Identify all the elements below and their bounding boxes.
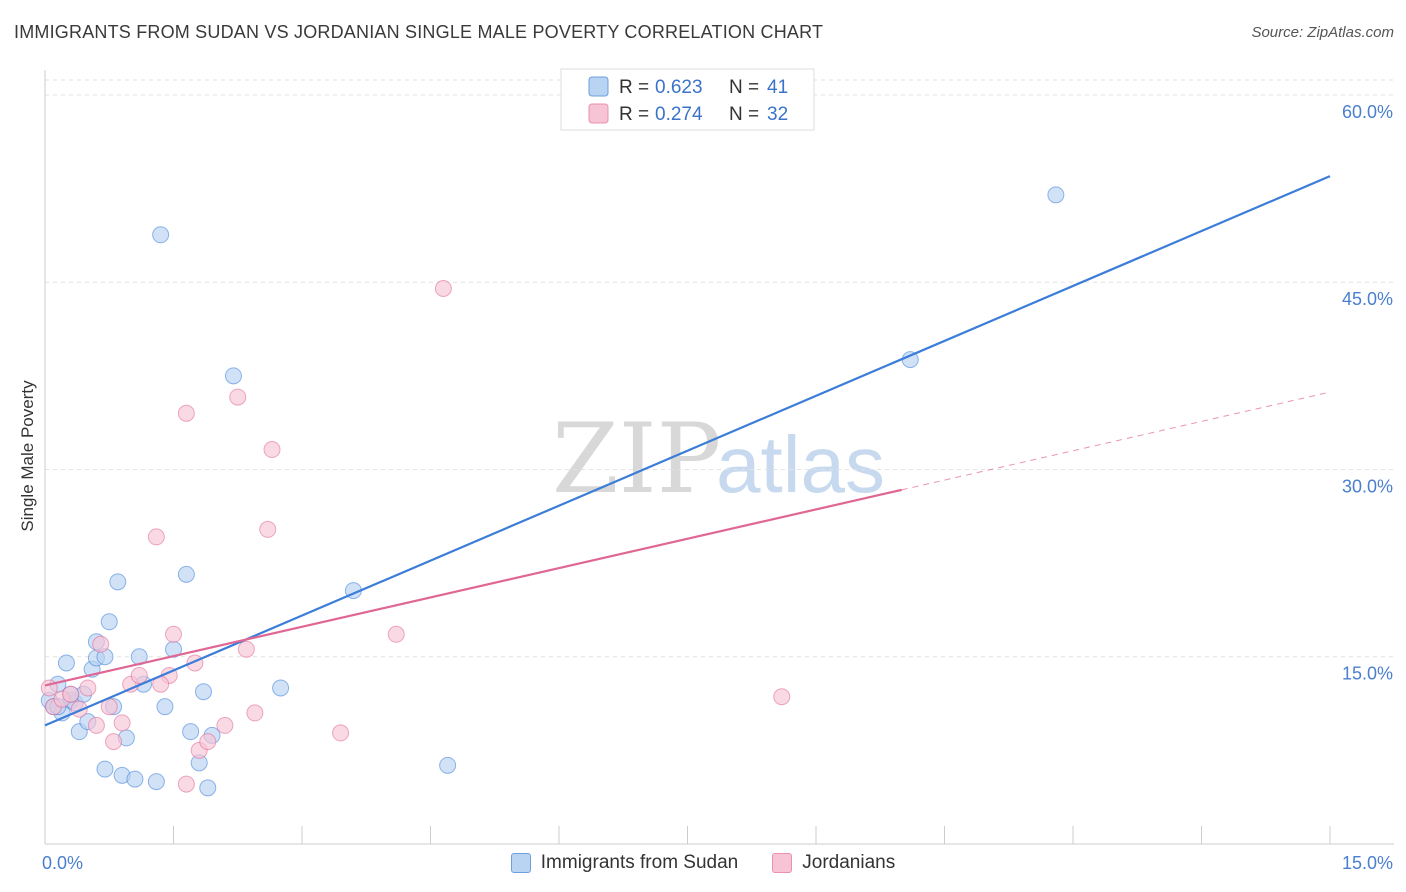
legend-swatch-jordanians-bottom	[772, 853, 793, 873]
axes	[44, 70, 1394, 845]
trend-line-jordanians-extension	[901, 391, 1331, 491]
point-sudan	[147, 773, 165, 791]
chart-title: IMMIGRANTS FROM SUDAN VS JORDANIAN SINGL…	[14, 22, 824, 42]
point-sudan	[439, 756, 457, 774]
point-sudan	[224, 367, 242, 385]
point-sudan	[1047, 186, 1065, 204]
trend-line-sudan	[44, 175, 1331, 727]
legend-swatch-jordanians	[588, 103, 609, 124]
legend-n-value-jordanians: 32	[767, 104, 788, 125]
point-jordanians	[147, 528, 165, 546]
point-jordanians	[773, 688, 791, 706]
point-jordanians	[229, 388, 247, 406]
point-sudan	[126, 770, 144, 788]
legend-n-label-sudan: N =	[729, 77, 759, 98]
series-jordanians-points	[40, 279, 791, 793]
x-tick-label-min: 0.0%	[42, 853, 83, 873]
legend-swatch-sudan	[588, 76, 609, 97]
y-tick-label: 60.0%	[1342, 102, 1393, 122]
legend-item-sudan[interactable]: Immigrants from Sudan	[510, 852, 739, 874]
point-jordanians	[130, 666, 148, 684]
point-jordanians	[246, 704, 264, 722]
legend-label-jordanians: Jordanians	[802, 852, 896, 873]
point-jordanians	[105, 733, 123, 751]
y-tick-label: 30.0%	[1342, 476, 1393, 496]
legend-r-label-sudan: R =	[619, 77, 649, 98]
legend-r-value-jordanians: 0.274	[655, 104, 703, 125]
stats-legend: R = 0.623 N = 41 R = 0.274 N = 32	[560, 68, 815, 131]
gridlines	[45, 79, 1394, 658]
legend-n-value-sudan: 41	[767, 77, 788, 98]
point-sudan	[182, 723, 200, 741]
x-tick-label-max: 15.0%	[1342, 853, 1393, 873]
point-jordanians	[434, 279, 452, 297]
tick-labels: 0.0% 15.0% 15.0% 30.0% 45.0% 60.0%	[42, 102, 1393, 873]
legend-n-label-jordanians: N =	[729, 104, 759, 125]
point-jordanians	[165, 625, 182, 643]
series-legend: Immigrants from Sudan Jordanians	[0, 852, 1406, 874]
point-jordanians	[113, 714, 131, 732]
point-jordanians	[259, 520, 277, 538]
point-sudan	[109, 573, 127, 591]
point-sudan	[57, 654, 75, 672]
point-sudan	[100, 613, 118, 631]
point-jordanians	[332, 724, 350, 742]
watermark-atlas: atlas	[716, 420, 885, 509]
point-sudan	[272, 679, 290, 697]
legend-r-label-jordanians: R =	[619, 104, 649, 125]
point-sudan	[177, 565, 195, 583]
legend-label-sudan: Immigrants from Sudan	[540, 852, 739, 873]
legend-r-value-sudan: 0.623	[655, 77, 703, 98]
point-sudan	[156, 698, 174, 716]
point-jordanians	[87, 716, 105, 734]
point-jordanians	[237, 640, 255, 658]
point-sudan	[152, 226, 170, 244]
point-jordanians	[177, 404, 195, 422]
point-sudan	[194, 683, 212, 701]
source-label: Source: ZipAtlas.com	[1251, 24, 1394, 41]
trend-line-jordanians	[44, 488, 902, 687]
trend-lines	[44, 175, 1331, 727]
point-jordanians	[199, 733, 217, 751]
point-jordanians	[62, 685, 80, 703]
legend-item-jordanians[interactable]: Jordanians	[772, 852, 895, 874]
point-jordanians	[387, 625, 405, 643]
legend-swatch-sudan-bottom	[510, 853, 531, 873]
point-sudan	[199, 779, 217, 797]
point-jordanians	[263, 441, 281, 459]
point-jordanians	[216, 716, 234, 734]
point-sudan	[96, 760, 114, 778]
point-jordanians	[177, 775, 195, 793]
point-jordanians	[79, 679, 97, 697]
y-tick-label: 45.0%	[1342, 289, 1393, 309]
y-tick-label: 15.0%	[1342, 664, 1393, 684]
point-jordanians	[92, 635, 110, 653]
